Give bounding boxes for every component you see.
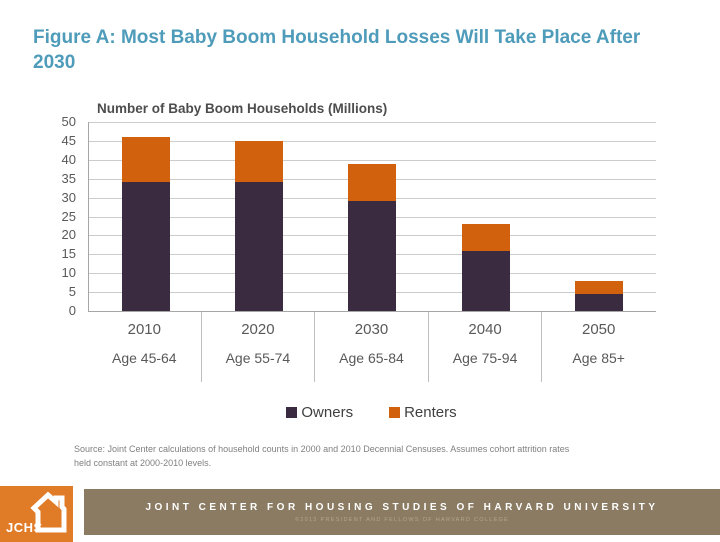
x-year-label: 2040: [468, 321, 502, 338]
x-category-2040: 2040 Age 75-94: [427, 312, 542, 382]
y-tick-label: 35: [61, 170, 76, 186]
stacked-bar-2040: [461, 224, 510, 311]
y-tick-label: 10: [61, 265, 76, 281]
stacked-bar-2020: [235, 140, 284, 311]
y-tick-label: 5: [68, 284, 76, 300]
legend-swatch-icon: [286, 407, 298, 418]
x-age-label: Age 85+: [572, 350, 625, 366]
gridline: [89, 140, 656, 142]
stacked-bar-2050: [575, 280, 624, 311]
gridline: [89, 159, 656, 161]
y-tick-label: 50: [61, 114, 76, 129]
jchs-logo-text: JCHS: [6, 520, 43, 535]
x-age-label: Age 65-84: [339, 350, 404, 366]
x-year-label: 2020: [241, 321, 275, 338]
bar-segment-renters-2050: [575, 280, 624, 294]
stacked-bar-2030: [348, 163, 397, 311]
chart-title: Number of Baby Boom Households (Millions…: [97, 101, 388, 116]
footer-org-name: JOINT CENTER FOR HOUSING STUDIES OF HARV…: [145, 501, 659, 513]
bar-segment-renters-2040: [461, 224, 510, 251]
y-tick-label: 45: [61, 132, 76, 148]
y-axis: 0 5 10 15 20 25 30 35 40 45 50: [38, 115, 82, 318]
house-icon: [30, 491, 67, 533]
bar-segment-owners-2050: [575, 294, 624, 311]
legend-label: Owners: [301, 404, 354, 421]
source-note: Source: Joint Center calculations of hou…: [74, 443, 674, 471]
x-year-label: 2010: [127, 321, 161, 338]
bar-group-2040: [429, 224, 542, 311]
x-axis: 2010 Age 45-64 2020 Age 55-74 2030 Age 65-84 2…: [88, 312, 655, 382]
chart-legend: Owners Renters: [88, 404, 655, 421]
y-tick-label: 25: [61, 208, 76, 224]
x-year-label: 2030: [354, 321, 389, 338]
y-tick-label: 30: [61, 189, 76, 205]
legend-swatch-icon: [389, 407, 401, 418]
bar-group-2010: [89, 137, 202, 311]
jchs-logo: JCHS: [0, 486, 73, 542]
x-category-2020: 2020 Age 55-74: [200, 312, 315, 382]
bar-segment-owners-2020: [235, 182, 284, 311]
x-year-label: 2050: [581, 321, 616, 338]
bar-group-2030: [316, 163, 429, 311]
source-line: Source: Joint Center calculations of hou…: [74, 444, 570, 454]
legend-label: Renters: [404, 404, 457, 421]
footer-bar: JOINT CENTER FOR HOUSING STUDIES OF HARV…: [84, 489, 720, 535]
x-age-label: Age 75-94: [452, 350, 518, 366]
y-tick-label: 20: [61, 227, 76, 243]
gridline: [89, 122, 656, 123]
x-age-label: Age 55-74: [225, 350, 291, 366]
bar-segment-owners-2040: [461, 250, 510, 311]
x-category-2010: 2010 Age 45-64: [88, 312, 201, 382]
bar-group-2020: [202, 140, 315, 311]
x-category-2050: 2050 Age 85+: [541, 312, 655, 382]
footer-copyright: ©2013 PRESIDENT AND FELLOWS OF HARVARD C…: [294, 516, 510, 523]
bar-segment-renters-2010: [121, 137, 170, 183]
bar-segment-owners-2010: [121, 182, 170, 311]
plot-area: [88, 122, 656, 312]
bar-segment-renters-2030: [348, 163, 397, 202]
y-tick-label: 40: [61, 151, 76, 167]
source-line: held constant at 2000-2010 levels.: [74, 457, 212, 468]
x-age-label: Age 45-64: [111, 350, 177, 366]
bar-segment-owners-2030: [348, 201, 397, 311]
bar-segment-renters-2020: [235, 140, 284, 183]
y-tick-label: 15: [61, 246, 76, 262]
slide-title: Figure A: Most Baby Boom Household Losse…: [33, 27, 641, 73]
bar-group-2050: [543, 280, 656, 311]
x-category-2030: 2030 Age 65-84: [314, 312, 428, 382]
stacked-bar-2010: [121, 137, 170, 311]
legend-item-renters: Renters: [389, 404, 457, 421]
legend-item-owners: Owners: [286, 404, 353, 421]
y-tick-label: 0: [68, 303, 76, 318]
